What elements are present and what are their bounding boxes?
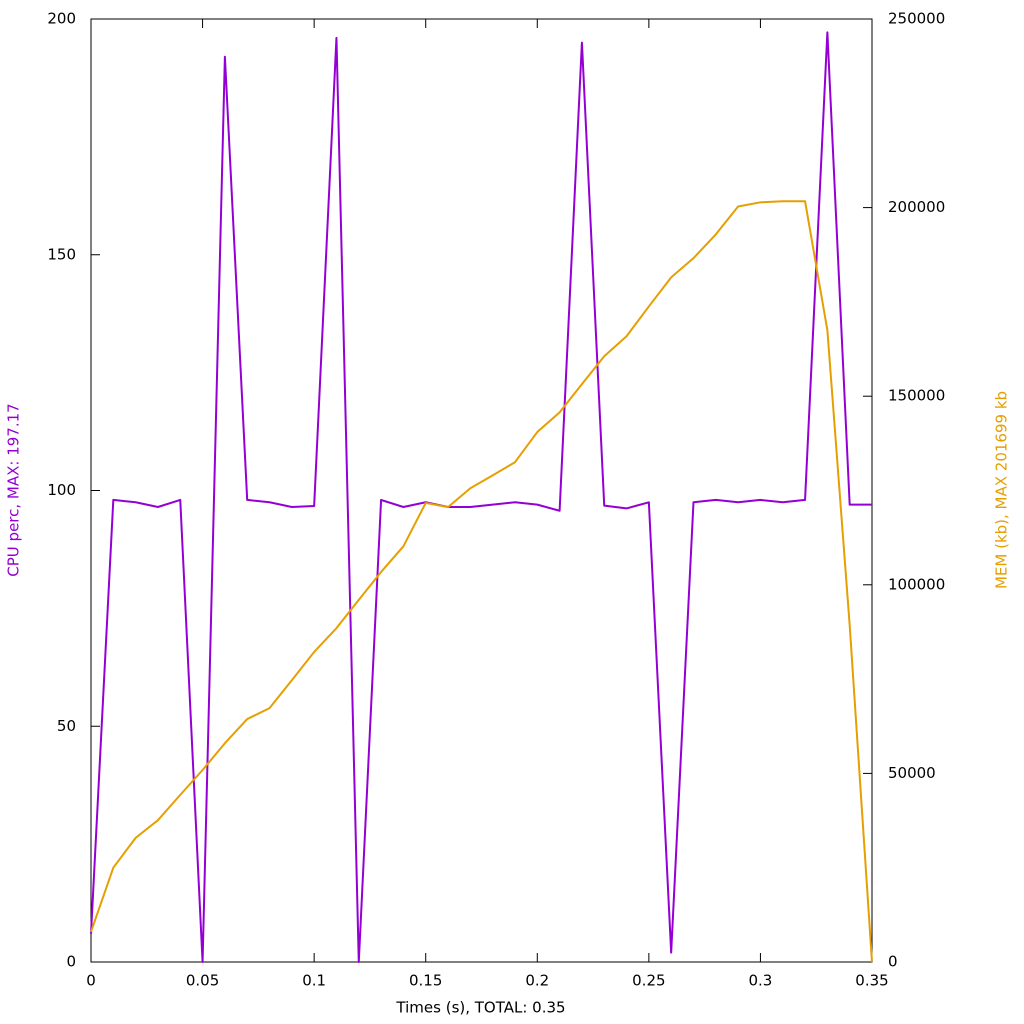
x-tick-label: 0.25 — [632, 972, 665, 990]
series-line — [90, 31, 872, 963]
y-tick-label: 100 — [47, 481, 76, 499]
x-tick-label: 0.35 — [855, 972, 888, 990]
y2-tick-label: 100000 — [888, 575, 945, 593]
x-tick-label: 0.05 — [186, 972, 219, 990]
x-tick-label: 0.2 — [525, 972, 549, 990]
y-tick-label: 150 — [47, 245, 76, 263]
x-tick-label: 0.3 — [748, 972, 772, 990]
x-tick-label: 0.1 — [302, 972, 326, 990]
y2-axis-label: MEM (kb), MAX 201699 kb — [993, 391, 1011, 589]
series-line — [90, 200, 873, 963]
x-tick-label: 0 — [86, 972, 96, 990]
y2-tick-label: 250000 — [888, 10, 945, 28]
y2-tick-label: 50000 — [888, 764, 936, 782]
y-tick-label: 0 — [66, 953, 76, 971]
y-tick-label: 50 — [57, 717, 76, 735]
x-tick-label: 0.15 — [409, 972, 442, 990]
y-axis-label: CPU perc, MAX: 197.17 — [5, 403, 23, 576]
y-tick-label: 200 — [47, 10, 76, 28]
y2-tick-label: 200000 — [888, 198, 945, 216]
x-axis-label: Times (s), TOTAL: 0.35 — [395, 999, 565, 1017]
y2-tick-label: 150000 — [888, 387, 945, 405]
y2-tick-label: 0 — [888, 953, 898, 971]
